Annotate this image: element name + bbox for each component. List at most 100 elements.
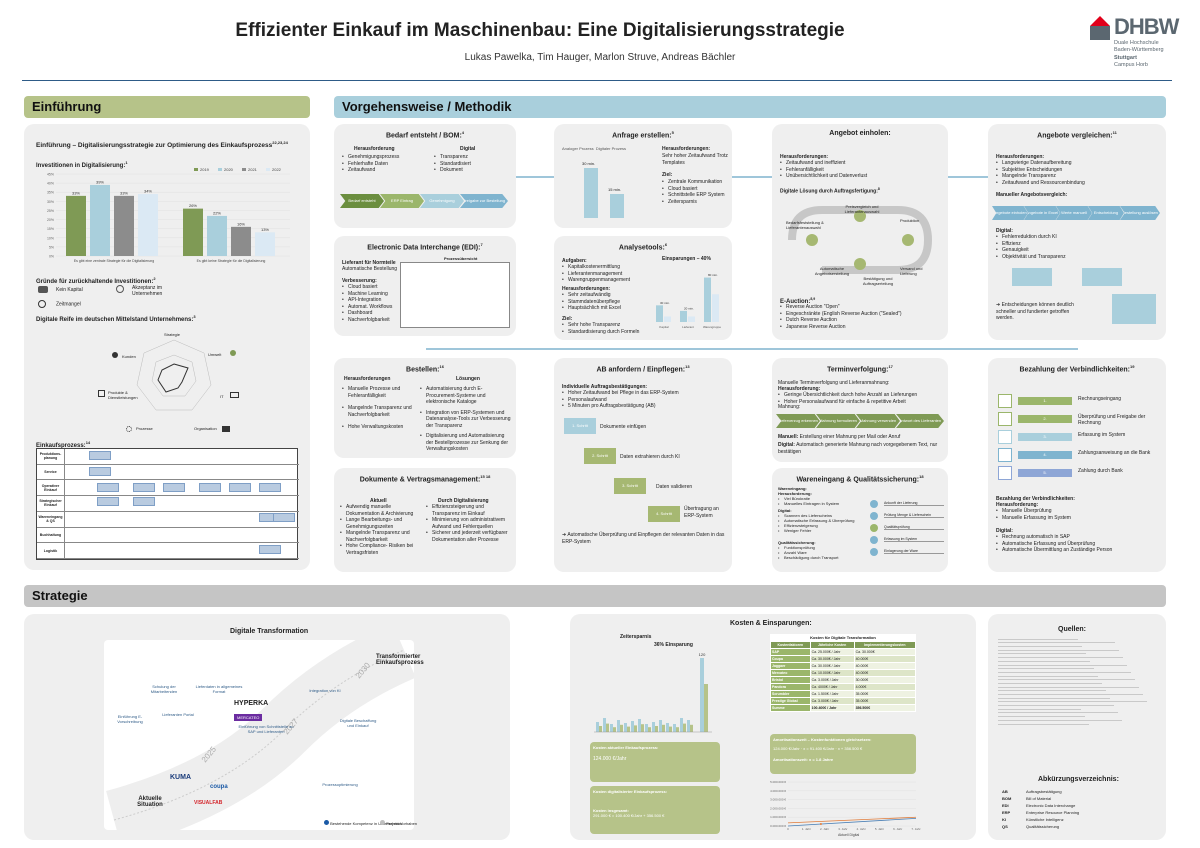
abbr-title: Abkürzungsverzeichnis: bbox=[1038, 776, 1119, 783]
cost-table-row: Bristol Ca. 3.000€ / Jahr 30.000€ bbox=[770, 676, 917, 684]
invest-bar bbox=[138, 194, 158, 256]
reason-capital: Kein Kapital bbox=[38, 286, 83, 293]
source-line bbox=[998, 701, 1147, 703]
money-icon bbox=[38, 286, 48, 293]
process-step bbox=[199, 483, 221, 492]
invest-legend-label: 2021 bbox=[248, 167, 258, 172]
cost-table-cell: 4.000€ bbox=[853, 683, 917, 691]
source-line bbox=[998, 719, 1122, 721]
card-anfrage: Anfrage erstellen:5 Analoger Prozess Dig… bbox=[554, 124, 732, 228]
cost-table-row: Jaggaer Ca. 30.000€ / Jahr 40.000€ bbox=[770, 662, 917, 670]
analyse-data-label: 20 min. bbox=[684, 306, 694, 310]
cost-table-cell: Ca. 30.000€ / Jahr bbox=[809, 655, 855, 663]
amort-chart: 0.000.000 € 1.000.000 € 2.000.000 € 3.000.0… bbox=[770, 780, 920, 837]
reason-acceptance: Akzeptanz im Unternehmen bbox=[116, 285, 178, 297]
section-strategy-band: Strategie bbox=[24, 585, 1166, 607]
zeit-bar bbox=[652, 722, 655, 732]
source-line bbox=[998, 694, 1143, 695]
analyse-xlabel: Kapital bbox=[659, 325, 669, 329]
brand-coupa: coupa bbox=[210, 784, 228, 790]
ware-flow-label: Einlagerung der Ware bbox=[884, 549, 944, 554]
amort-xtick: 6. Jahr bbox=[893, 827, 902, 831]
vergleich-flow-2 bbox=[1082, 268, 1122, 286]
cost-table-row: Pandora Ca. 4000€ / Jahr 4.000€ bbox=[770, 683, 917, 691]
process-step bbox=[229, 483, 251, 492]
cost-table-cell: Ca. 25.000€ / Jahr bbox=[809, 648, 855, 656]
invest-ytick: 10% bbox=[47, 236, 54, 240]
cost-table-header: Implementierungskosten bbox=[853, 641, 917, 649]
swimlane: Strategischer Einkauf bbox=[37, 496, 299, 512]
zeit-bar bbox=[624, 723, 627, 732]
source-line bbox=[998, 649, 1119, 651]
zeit-bar bbox=[596, 722, 599, 732]
analyse-bar bbox=[664, 316, 671, 322]
invest-legend-swatch bbox=[266, 168, 270, 171]
poster-title: Effizienter Einkauf im Maschinenbau: Ein… bbox=[235, 20, 845, 41]
cost-table-row: Mercateo Ca. 10.000€ / Jahr 40.000€ bbox=[770, 669, 917, 677]
payment-step-label: Überprüfung und Freigabe der Rechnung bbox=[1078, 414, 1146, 426]
cost-table-row: Scrumbler Ca. 1.500€ / Jahr 35.000€ bbox=[770, 690, 917, 698]
source-line bbox=[998, 682, 1102, 684]
cost-table-cell: Summe bbox=[770, 704, 811, 712]
abbr-item: AB Auftragsbestätigung bbox=[1002, 789, 1062, 794]
swimlane: Logistik bbox=[37, 543, 299, 559]
zeit-bar bbox=[645, 724, 648, 732]
cost-table-cell: Ca. 1.500€ / Jahr bbox=[809, 690, 855, 698]
zeit-bar bbox=[648, 727, 651, 732]
ware-flow-label: Erfassung im System bbox=[884, 537, 944, 542]
invest-data-label: 16% bbox=[237, 221, 245, 226]
invest-ytick: 25% bbox=[47, 209, 54, 213]
vergleich-flow-3 bbox=[1112, 294, 1156, 324]
source-line bbox=[998, 679, 1135, 681]
payment-step-icon bbox=[998, 394, 1012, 408]
source-line bbox=[998, 668, 1094, 670]
card-bedarf: Bedarf entsteht / BOM:4 Herausforderung … bbox=[334, 124, 516, 228]
section-intro-band: Einführung bbox=[24, 96, 310, 118]
reason-time: Zeitmangel bbox=[38, 300, 81, 308]
amort-xtick: 4. Jahr bbox=[857, 827, 866, 831]
cost-table-cell: Ca. 30.000€ bbox=[853, 648, 917, 656]
dt-title: Digitale Transformation bbox=[230, 628, 309, 635]
payment-step-label: Erfassung im System bbox=[1078, 432, 1126, 438]
briefcase-icon bbox=[222, 426, 230, 432]
cost-table-cell: Ca. 4000€ / Jahr bbox=[809, 683, 855, 691]
ware-flow-icon bbox=[870, 548, 878, 556]
zeit-bar bbox=[627, 726, 630, 732]
process-step bbox=[133, 483, 155, 492]
cost-table-cell: Bristol bbox=[770, 676, 811, 684]
zeit-total-bar bbox=[704, 684, 708, 732]
process-step bbox=[259, 545, 281, 554]
dhbw-logo-text: DHBW bbox=[1114, 14, 1179, 39]
analyse-xlabel: Lieferant bbox=[682, 325, 694, 329]
source-line bbox=[998, 642, 1115, 644]
source-line bbox=[998, 638, 1078, 640]
card-ab: AB anfordern / Einpflegen:13 Individuell… bbox=[554, 358, 732, 572]
invest-ytick: 20% bbox=[47, 218, 54, 222]
zeit-bar bbox=[606, 723, 609, 732]
zeit-bar bbox=[638, 719, 641, 732]
invest-category-label: Es gibt eine zentrale Strategie für die … bbox=[74, 259, 154, 263]
anfrage-bar-analog bbox=[584, 168, 598, 218]
process-step bbox=[163, 483, 185, 492]
amort-box: Amortisationszeit – Kostenfunktionen gle… bbox=[770, 734, 916, 774]
zeit-bar bbox=[620, 724, 623, 732]
payment-step-icon bbox=[998, 448, 1012, 462]
payment-step-bar: 3. bbox=[1018, 433, 1072, 441]
brand-hyperka: HYPERKA bbox=[234, 700, 269, 707]
analyse-xlabel: Warengruppe bbox=[703, 325, 721, 329]
roadmap bbox=[104, 622, 417, 848]
header-rule bbox=[22, 80, 1172, 81]
amort-ytick: 2.000.000 € bbox=[770, 806, 786, 810]
swimlane-label: Produktions-planung bbox=[37, 449, 65, 464]
zeit-chart: 120ERP System Digital bbox=[594, 652, 712, 749]
invest-bar bbox=[114, 195, 134, 256]
brand-visualfab: VISUALFAB bbox=[194, 800, 223, 806]
payment-step-icon bbox=[998, 430, 1012, 444]
cost-table-cell: 40.000€ bbox=[853, 655, 917, 663]
source-line bbox=[998, 664, 1127, 666]
analyse-bar bbox=[688, 316, 695, 322]
dhbw-logo-mark-icon bbox=[1090, 16, 1110, 40]
invest-ytick: 0% bbox=[49, 255, 54, 259]
source-line bbox=[998, 686, 1139, 688]
swimlane: Wareneingang & QS bbox=[37, 511, 299, 528]
